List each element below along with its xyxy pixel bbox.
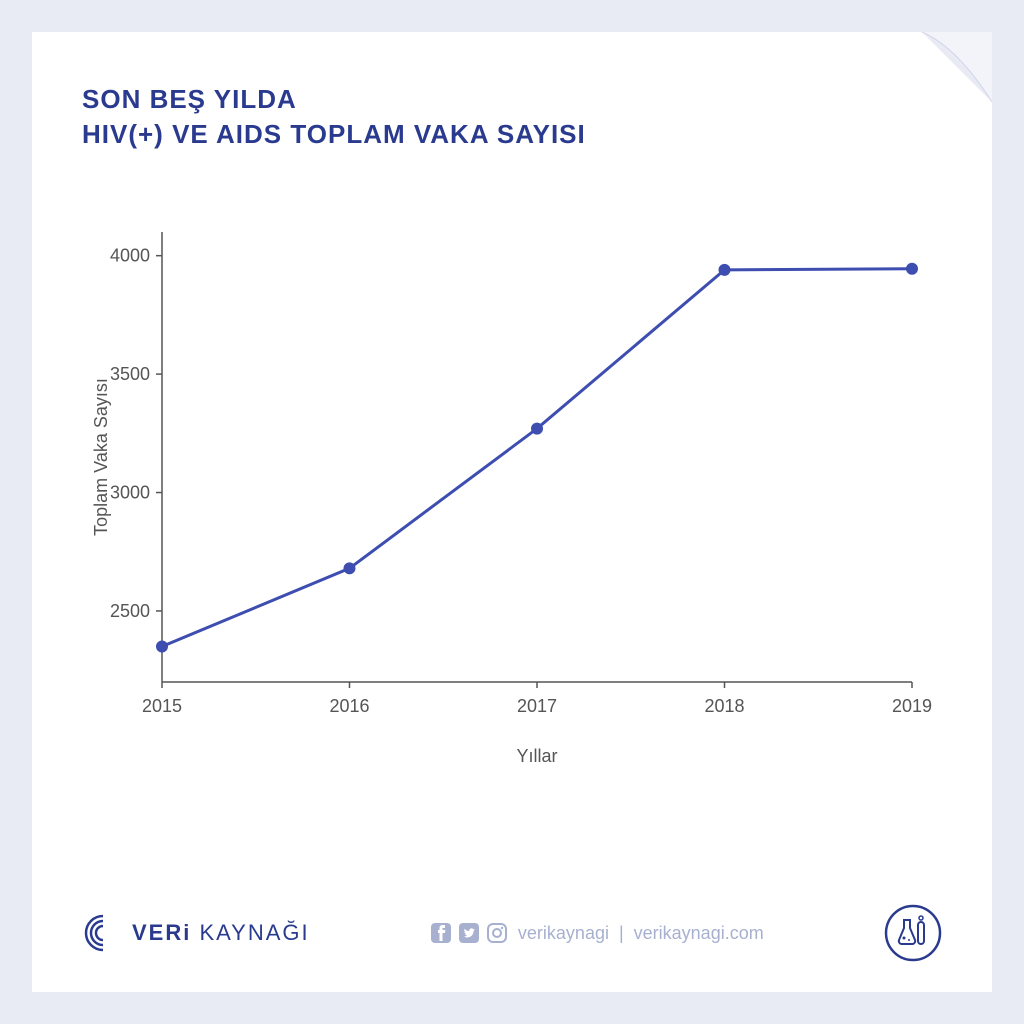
instagram-icon <box>486 922 508 944</box>
brand-bold: VERi <box>132 920 191 945</box>
social-handle: verikaynagi <box>518 923 609 944</box>
svg-text:3000: 3000 <box>110 483 150 503</box>
separator: | <box>619 923 624 944</box>
page-curl-decoration <box>922 32 992 102</box>
chart-card: SON BEŞ YILDA HIV(+) VE AIDS TOPLAM VAKA… <box>32 32 992 992</box>
svg-text:2019: 2019 <box>892 696 932 716</box>
brand-rest: KAYNAĞI <box>191 920 309 945</box>
svg-text:2500: 2500 <box>110 601 150 621</box>
facebook-icon <box>430 922 452 944</box>
svg-text:2016: 2016 <box>329 696 369 716</box>
brand-logo: VERi KAYNAĞI <box>82 912 310 954</box>
brand-arc-icon <box>82 912 124 954</box>
lab-icon <box>884 904 942 962</box>
svg-text:3500: 3500 <box>110 364 150 384</box>
website: verikaynagi.com <box>634 923 764 944</box>
social-links: verikaynagi | verikaynagi.com <box>430 922 764 944</box>
svg-text:Toplam Vaka Sayısı: Toplam Vaka Sayısı <box>91 378 111 536</box>
brand-name: VERi KAYNAĞI <box>132 920 310 946</box>
svg-text:2017: 2017 <box>517 696 557 716</box>
svg-text:2015: 2015 <box>142 696 182 716</box>
line-chart: 2500 3000 3500 4000 2015 2016 2017 2018 2019 Yıll… <box>82 192 942 792</box>
svg-text:Yıllar: Yıllar <box>516 746 557 766</box>
svg-text:4000: 4000 <box>110 246 150 266</box>
svg-text:2018: 2018 <box>704 696 744 716</box>
twitter-icon <box>458 922 480 944</box>
footer: VERi KAYNAĞI verikaynagi <box>82 904 942 962</box>
chart-title: SON BEŞ YILDA HIV(+) VE AIDS TOPLAM VAKA… <box>82 82 942 152</box>
